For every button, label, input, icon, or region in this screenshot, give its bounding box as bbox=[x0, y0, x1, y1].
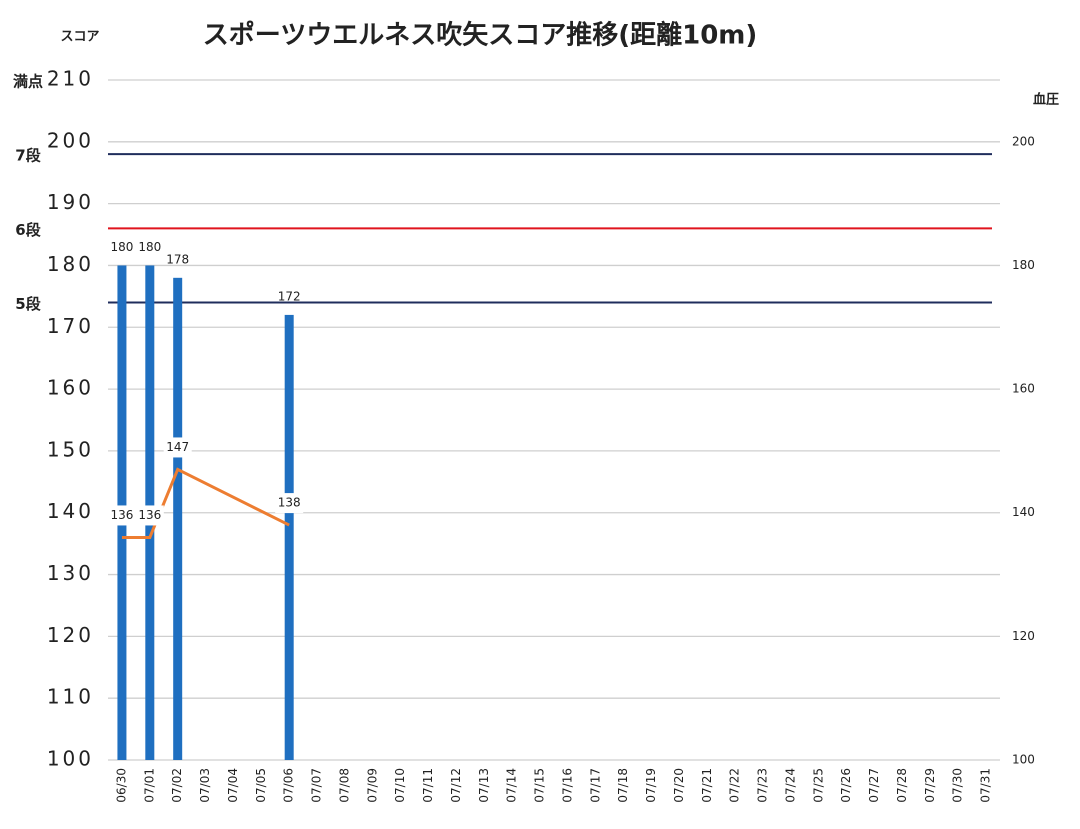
x-tick-label: 07/28 bbox=[895, 768, 909, 803]
x-tick-label: 07/22 bbox=[728, 768, 742, 803]
y-tick-label: 150 bbox=[47, 437, 94, 461]
x-tick-label: 07/15 bbox=[533, 768, 547, 803]
y-tick-label: 180 bbox=[47, 252, 94, 276]
data-label: 180 bbox=[110, 240, 133, 254]
x-tick-label: 07/17 bbox=[588, 768, 602, 803]
bar bbox=[284, 314, 294, 760]
x-tick-label: 07/08 bbox=[337, 768, 351, 803]
x-tick-label: 07/09 bbox=[365, 768, 379, 803]
data-label-box bbox=[107, 505, 136, 526]
reference-label: 満点 bbox=[13, 73, 43, 91]
x-tick-label: 07/12 bbox=[449, 768, 463, 803]
chart-title: スポーツウエルネス吹矢スコア推移(距離10m) bbox=[203, 20, 758, 51]
x-tick-label: 07/10 bbox=[393, 768, 407, 803]
x-tick-label: 07/03 bbox=[198, 768, 212, 803]
x-tick-label: 07/27 bbox=[867, 768, 881, 803]
reference-label: 6段 bbox=[15, 221, 40, 239]
y-tick-label: 200 bbox=[47, 128, 94, 152]
y-axis-label: スコア bbox=[60, 30, 99, 45]
x-tick-label: 07/02 bbox=[170, 768, 184, 803]
x-tick-label: 07/14 bbox=[505, 768, 519, 803]
x-tick-label: 07/25 bbox=[811, 768, 825, 803]
y-tick-label: 110 bbox=[47, 685, 94, 709]
x-tick-label: 07/20 bbox=[672, 768, 686, 803]
y2-tick-label: 100 bbox=[1012, 753, 1035, 767]
x-tick-label: 06/30 bbox=[114, 768, 128, 803]
x-tick-label: 07/07 bbox=[310, 768, 324, 803]
x-tick-label: 07/30 bbox=[951, 768, 965, 803]
data-label-box bbox=[275, 493, 304, 514]
y-tick-label: 140 bbox=[47, 499, 94, 523]
y2-tick-label: 200 bbox=[1012, 134, 1035, 148]
data-label: 172 bbox=[278, 289, 301, 303]
y-tick-label: 170 bbox=[47, 314, 94, 338]
data-label: 136 bbox=[138, 508, 161, 522]
x-tick-label: 07/18 bbox=[616, 768, 630, 803]
x-tick-label: 07/13 bbox=[477, 768, 491, 803]
y-tick-label: 130 bbox=[47, 561, 94, 585]
line bbox=[121, 467, 290, 539]
x-tick-label: 07/04 bbox=[226, 768, 240, 803]
reference-label: 7段 bbox=[15, 147, 40, 165]
y2-tick-label: 140 bbox=[1012, 505, 1035, 519]
y-tick-label: 100 bbox=[47, 747, 94, 771]
reference-label: 5段 bbox=[15, 295, 40, 313]
x-tick-label: 07/31 bbox=[979, 768, 993, 803]
bar bbox=[173, 277, 183, 760]
x-tick-label: 07/24 bbox=[783, 768, 797, 803]
data-label-box bbox=[163, 437, 192, 458]
x-tick-label: 07/05 bbox=[254, 768, 268, 803]
y2-axis-label: 血圧 bbox=[1033, 92, 1059, 108]
x-tick-label: 07/23 bbox=[756, 768, 770, 803]
y2-tick-label: 180 bbox=[1012, 258, 1035, 272]
y-tick-label: 120 bbox=[47, 623, 94, 647]
y2-tick-label: 160 bbox=[1012, 382, 1035, 396]
x-tick-label: 07/01 bbox=[142, 768, 156, 803]
y-tick-label: 210 bbox=[47, 67, 94, 91]
x-tick-label: 07/11 bbox=[421, 768, 435, 803]
data-label: 178 bbox=[166, 252, 189, 266]
data-label: 180 bbox=[138, 240, 161, 254]
x-tick-label: 07/19 bbox=[644, 768, 658, 803]
data-label-box bbox=[135, 505, 164, 526]
data-label: 136 bbox=[110, 508, 133, 522]
y-tick-label: 160 bbox=[47, 376, 94, 400]
x-tick-label: 07/21 bbox=[700, 768, 714, 803]
x-tick-label: 07/16 bbox=[560, 768, 574, 803]
data-label: 147 bbox=[166, 440, 189, 454]
data-label: 138 bbox=[278, 496, 301, 510]
y2-tick-label: 120 bbox=[1012, 629, 1035, 643]
x-tick-label: 07/29 bbox=[923, 768, 937, 803]
x-tick-label: 07/06 bbox=[282, 768, 296, 803]
y-tick-label: 190 bbox=[47, 190, 94, 214]
x-tick-label: 07/26 bbox=[839, 768, 853, 803]
